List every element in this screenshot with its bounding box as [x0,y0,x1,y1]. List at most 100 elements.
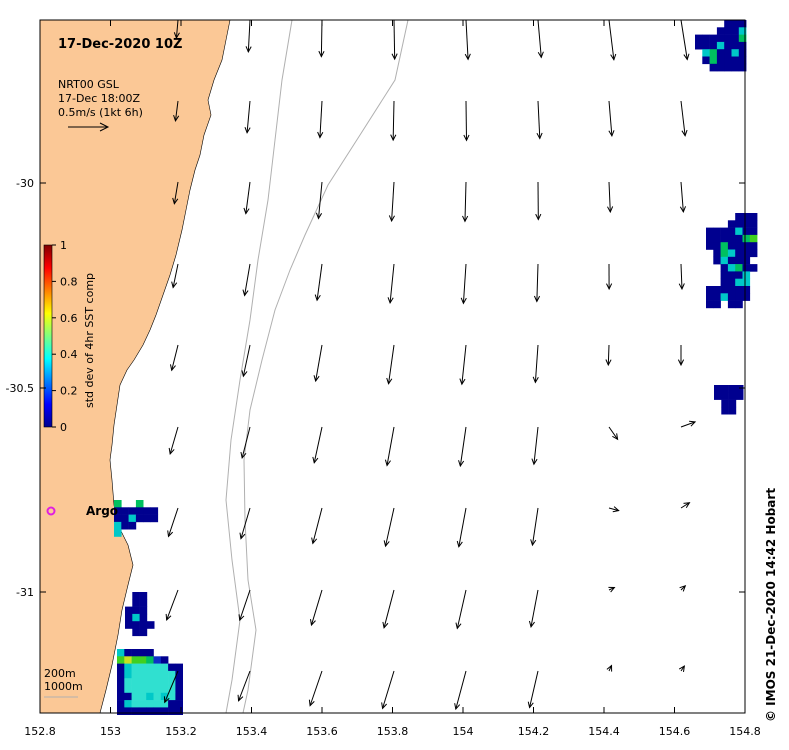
current-vector-head [169,364,176,372]
current-vector-head [460,297,467,305]
current-vector [680,421,696,428]
current-vector [316,263,323,301]
current-vector [386,426,395,466]
current-vector-head [610,53,617,61]
sst-pixel [735,286,743,294]
x-tick-label: 154.6 [659,725,691,738]
sst-pixel [146,656,154,664]
sst-pixel [742,278,751,287]
sst-pixel [735,392,744,400]
sst-pixel [709,56,718,65]
colorbar-tick-label: 0.2 [60,385,78,398]
current-vector-head [608,586,616,593]
current-vector [174,100,179,121]
current-vector [537,100,541,139]
colorbar-tick-label: 0.4 [60,348,78,361]
current-vector-head [165,613,172,621]
sst-pixel [727,256,736,265]
sst-pixel [720,249,729,258]
current-vector [533,426,539,465]
sst-pixel [713,286,721,294]
argo-label: Argo [86,504,118,518]
sst-pixel [160,700,169,708]
sst-pixel [738,63,747,72]
colorbar-label: std dev of 4hr SST comp [83,273,96,408]
current-vector-head [455,622,462,630]
isobath-200m [225,19,293,714]
current-vector-head [388,215,395,223]
sst-pixel [749,213,758,221]
sst-pixel [735,264,743,272]
sst-pixel [706,293,714,301]
sst-pixel [706,242,714,250]
sst-pixel [742,264,751,272]
sst-pixel [731,56,740,65]
sst-pixel [735,249,743,258]
sst-pixel [131,700,140,708]
sst-pixel [713,293,721,301]
current-vector-head [318,50,325,58]
sst-pixel [132,592,140,600]
sst-pixel [131,707,140,715]
sst-pixel [139,613,148,622]
sst-pixel [695,34,703,43]
current-vector [247,19,251,52]
sst-pixel [125,621,133,629]
y-axis: -30 -30.5 -31 [6,177,745,599]
sst-pixel [716,56,725,65]
sst-pixel [749,220,758,228]
current-vector [385,507,395,547]
current-vector-head [384,459,391,467]
sst-pixel [128,521,137,530]
current-vector [382,670,395,709]
sst-pixel [131,663,140,672]
sst-pixel [742,271,751,279]
current-vector-head [238,614,245,622]
sst-pixel [724,41,732,50]
sst-pixel [727,242,736,250]
current-vector [392,100,395,141]
current-vector [456,589,467,629]
sst-pixel [716,63,725,72]
sst-pixel [735,300,743,309]
sst-pixel [135,514,144,523]
sst-pixel [735,213,743,221]
sst-pixel [727,286,736,294]
sst-pixel [138,678,147,686]
current-vector-head [463,134,470,142]
current-vector-head [679,585,687,592]
vector-scale-label: 0.5m/s (1kt 6h) [58,106,143,119]
sst-pixel [735,278,743,287]
colorbar-tick-label: 0.8 [60,275,78,288]
scale-vector-head [99,122,110,132]
current-vector-head [462,215,469,223]
sst-pixel [706,286,714,294]
x-tick-label: 154.2 [518,725,550,738]
current-vector [529,670,539,708]
colorbar-tick-label: 0 [60,421,67,434]
sst-pixel [138,700,147,708]
current-vector [320,19,323,57]
colorbar-ticks: 1 0.8 0.6 0.4 0.2 0 [52,239,78,434]
sst-pixel [138,707,147,715]
current-vector-head [683,502,691,509]
sst-pixel [124,678,132,686]
current-vector-head [533,295,541,303]
sst-pixel [735,256,743,265]
current-vector [245,181,251,214]
sst-pixel [146,707,154,715]
sst-pixel [150,507,159,515]
current-vector-head [386,377,393,385]
sst-pixel [114,507,122,515]
sst-pixel [124,663,132,672]
sst-pixel [117,700,125,708]
sst-pixel [139,621,148,629]
sst-pixel [132,628,140,637]
sst-pixel [716,41,725,50]
sst-pixel [160,678,169,686]
current-vector [171,344,179,371]
sst-pixel [728,392,737,400]
current-vector [465,19,469,60]
current-vector-head [383,540,390,548]
